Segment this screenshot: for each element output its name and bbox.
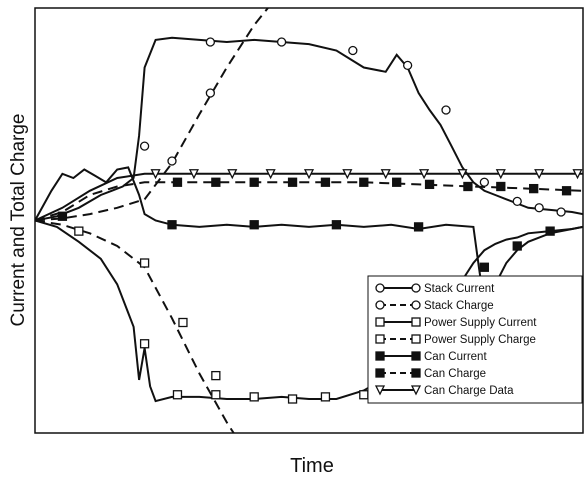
legend-label: Stack Current — [424, 283, 495, 295]
legend-marker — [375, 300, 385, 310]
data-point-power-supply-charge — [139, 258, 150, 268]
data-point-can-current — [331, 220, 342, 230]
legend-label: Can Charge Data — [424, 385, 514, 397]
data-point-can-charge — [392, 177, 402, 187]
data-point-power-supply-current — [320, 392, 331, 402]
data-point-can-charge — [172, 177, 183, 187]
data-point-can-current — [167, 220, 177, 230]
legend-marker — [375, 351, 385, 361]
data-point-power-supply-current — [172, 390, 183, 400]
legend-marker — [411, 351, 421, 361]
legend-label: Power Supply Current — [424, 317, 537, 329]
data-point-stack-current — [441, 105, 451, 115]
legend-marker — [375, 317, 385, 327]
data-point-stack-charge — [167, 156, 177, 166]
data-point-power-supply-current — [211, 390, 221, 400]
data-point-can-charge-data — [342, 169, 353, 180]
data-point-stack-current — [276, 37, 287, 47]
legend-label: Stack Charge — [424, 300, 494, 312]
data-point-can-charge — [287, 177, 298, 187]
legend-label: Power Supply Charge — [424, 334, 536, 346]
legend-label: Can Current — [424, 351, 487, 363]
data-point-power-supply-current — [249, 392, 259, 402]
data-point-stack-current — [534, 203, 544, 213]
data-point-stack-current — [512, 196, 522, 207]
legend-marker — [410, 385, 422, 396]
data-point-stack-current — [556, 207, 566, 217]
data-point-power-supply-charge — [74, 226, 84, 236]
series-line-can-current — [35, 166, 583, 309]
data-point-can-charge-data — [380, 169, 391, 180]
data-point-can-charge-data — [188, 169, 199, 180]
data-point-can-charge — [359, 177, 369, 187]
data-point-can-current — [57, 211, 68, 221]
legend-marker — [375, 283, 385, 293]
data-point-can-charge-data — [265, 169, 276, 180]
data-point-power-supply-charge — [211, 370, 221, 381]
data-point-can-current — [512, 241, 522, 251]
series-can-charge-data — [35, 169, 583, 222]
x-axis-label: Time — [290, 455, 334, 477]
data-point-can-charge-data — [495, 169, 506, 180]
legend-marker — [411, 283, 421, 293]
series-power-supply-charge — [35, 219, 235, 433]
data-point-stack-current — [402, 60, 413, 71]
series-line-stack-charge — [35, 8, 270, 222]
data-point-power-supply-charge — [178, 317, 188, 328]
data-point-stack-current — [348, 45, 358, 56]
legend-marker — [411, 334, 421, 344]
data-point-can-charge-data — [572, 169, 583, 180]
data-point-stack-current — [205, 37, 216, 47]
data-point-can-charge — [320, 177, 331, 187]
data-point-can-charge — [463, 181, 473, 192]
data-point-can-current — [545, 226, 555, 236]
legend-marker — [411, 317, 421, 327]
data-point-can-current — [249, 220, 259, 230]
data-point-power-supply-current — [359, 390, 369, 400]
series-can-current — [35, 166, 583, 309]
legend-marker — [375, 334, 385, 344]
data-point-can-current — [479, 262, 490, 272]
data-point-can-charge — [424, 179, 435, 190]
data-point-can-charge-data — [227, 169, 238, 180]
legend-label: Can Charge — [424, 368, 486, 380]
data-point-can-charge-data — [150, 169, 161, 180]
series-stack-charge — [35, 8, 270, 222]
legend: Stack Current Stack Charge Power Supply Cu… — [367, 275, 583, 404]
legend-marker — [375, 368, 385, 378]
data-point-can-charge-data — [534, 169, 545, 180]
data-point-stack-current — [479, 177, 490, 187]
data-point-can-charge — [529, 183, 539, 194]
series-line-stack-current — [35, 36, 583, 222]
data-point-can-charge — [249, 177, 259, 187]
series-layer — [35, 8, 583, 433]
data-point-can-charge-data — [303, 169, 315, 180]
data-point-stack-charge — [205, 88, 216, 98]
data-point-can-charge — [211, 177, 221, 187]
data-point-can-charge — [561, 186, 572, 196]
y-axis-label: Current and Total Charge — [8, 114, 29, 327]
data-point-can-charge-data — [419, 169, 430, 180]
series-stack-current — [35, 36, 583, 222]
data-point-can-current — [413, 222, 424, 232]
data-point-power-supply-current — [287, 394, 298, 404]
data-point-power-supply-current — [139, 339, 150, 349]
series-can-charge — [35, 177, 583, 222]
data-point-can-charge-data — [457, 169, 468, 180]
legend-marker — [374, 385, 386, 396]
legend-marker — [411, 368, 421, 378]
legend-marker — [411, 300, 421, 310]
data-point-stack-current — [139, 141, 150, 151]
data-point-can-charge — [496, 181, 506, 192]
